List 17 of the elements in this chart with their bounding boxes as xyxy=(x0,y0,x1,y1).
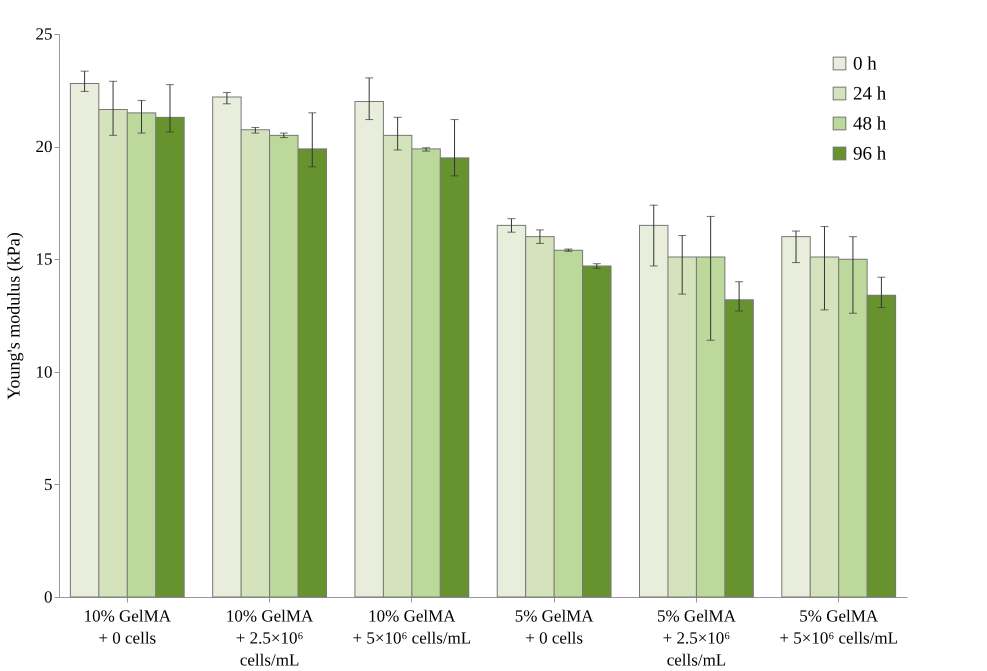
y-tick-label: 20 xyxy=(36,137,52,156)
y-tick-label: 0 xyxy=(44,588,52,606)
x-tick-label: 10% GelMA + 0 cells xyxy=(84,606,172,648)
x-tick-label: 5% GelMA + 5×10⁶ cells/mL xyxy=(779,606,898,648)
legend-label: 96 h xyxy=(853,144,887,164)
x-tick-label: 5% GelMA + 2.5×10⁶ cells/mL xyxy=(656,606,737,670)
y-tick-label: 5 xyxy=(44,474,52,494)
y-axis-title: Young's modulus (kPa) xyxy=(4,232,24,400)
legend-label: 24 h xyxy=(853,84,887,104)
y-tick-label: 10 xyxy=(36,362,52,382)
legend-label: 48 h xyxy=(853,114,887,134)
y-tick-label: 25 xyxy=(36,24,52,44)
x-tick-label: 10% GelMA + 5×10⁶ cells/mL xyxy=(352,606,472,648)
x-tick-label: 10% GelMA + 2.5×10⁶ cells/mL xyxy=(226,606,314,670)
legend-label: 0 h xyxy=(853,54,878,74)
x-tick-label: 5% GelMA + 0 cells xyxy=(514,606,594,648)
y-tick-label: 15 xyxy=(36,250,52,269)
